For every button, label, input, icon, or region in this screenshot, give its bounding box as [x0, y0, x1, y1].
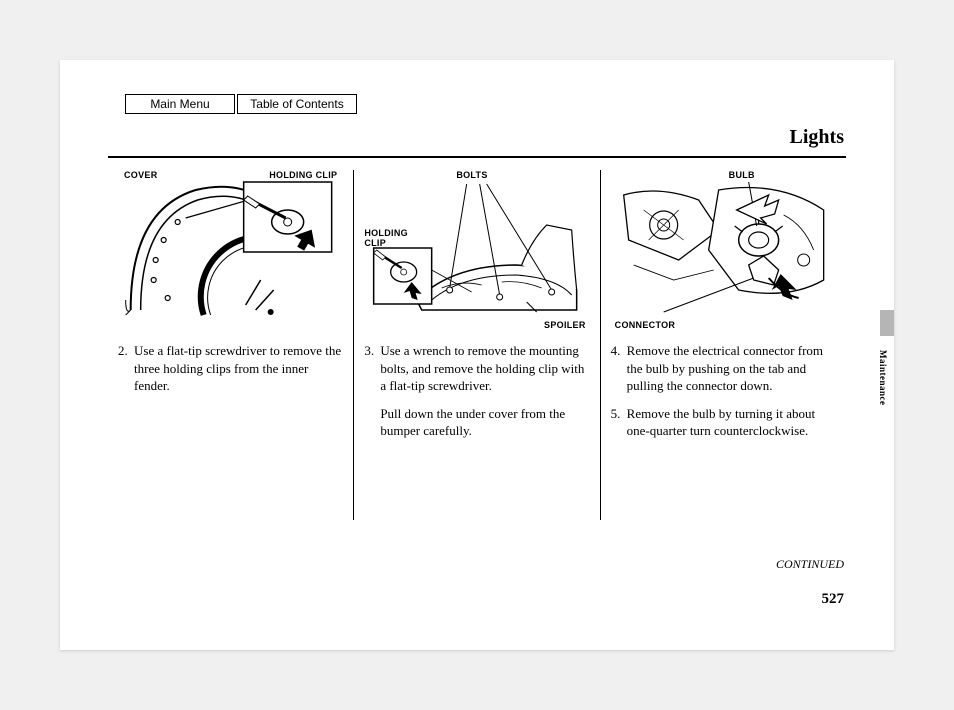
column-1: COVER HOLDING CLIP — [108, 170, 353, 590]
column-3: BULB CONNECTOR — [601, 170, 846, 590]
label-spoiler: SPOILER — [544, 320, 586, 330]
step-2: 2. Use a flat-tip screwdriver to remove … — [118, 342, 343, 395]
main-menu-button[interactable]: Main Menu — [125, 94, 235, 114]
nav-buttons: Main Menu Table of Contents — [125, 94, 357, 114]
figure-bulb-connector: BULB CONNECTOR — [611, 170, 836, 330]
manual-page: Main Menu Table of Contents Lights Maint… — [60, 60, 894, 650]
page-title: Lights — [790, 126, 844, 149]
step-text: Remove the bulb by turning it about one-… — [627, 405, 836, 440]
fender-illustration — [118, 170, 343, 320]
column-2: BOLTS HOLDING CLIP SPOILER — [354, 170, 599, 590]
page-number: 527 — [822, 591, 845, 608]
step-text: Use a flat-tip screwdriver to remove the… — [134, 342, 343, 395]
label-holding-clip-2: HOLDING CLIP — [364, 228, 408, 248]
label-connector: CONNECTOR — [615, 320, 676, 330]
title-rule — [108, 156, 846, 158]
figure-bolts-spoiler: BOLTS HOLDING CLIP SPOILER — [364, 170, 589, 330]
step-text: Remove the electrical connector from the… — [627, 342, 836, 395]
step-5: 5. Remove the bulb by turning it about o… — [611, 405, 836, 440]
label-bolts: BOLTS — [456, 170, 487, 180]
step-3-para: Pull down the under cover from the bumpe… — [380, 405, 589, 440]
step-text: Use a wrench to remove the mounting bolt… — [380, 342, 589, 395]
bulb-illustration — [611, 170, 836, 320]
label-bulb: BULB — [729, 170, 755, 180]
figure-cover-clip: COVER HOLDING CLIP — [118, 170, 343, 330]
section-tab — [880, 310, 894, 336]
section-label: Maintenance — [878, 350, 888, 406]
toc-button[interactable]: Table of Contents — [237, 94, 357, 114]
label-cover: COVER — [124, 170, 158, 180]
step-3: 3. Use a wrench to remove the mounting b… — [364, 342, 589, 395]
step-number: 3. — [364, 342, 380, 395]
step-number: 4. — [611, 342, 627, 395]
step-number: 5. — [611, 405, 627, 440]
step-number: 2. — [118, 342, 134, 395]
label-holding-clip: HOLDING CLIP — [269, 170, 337, 180]
content-columns: COVER HOLDING CLIP — [108, 170, 846, 590]
step-4: 4. Remove the electrical connector from … — [611, 342, 836, 395]
continued-label: CONTINUED — [776, 557, 844, 572]
